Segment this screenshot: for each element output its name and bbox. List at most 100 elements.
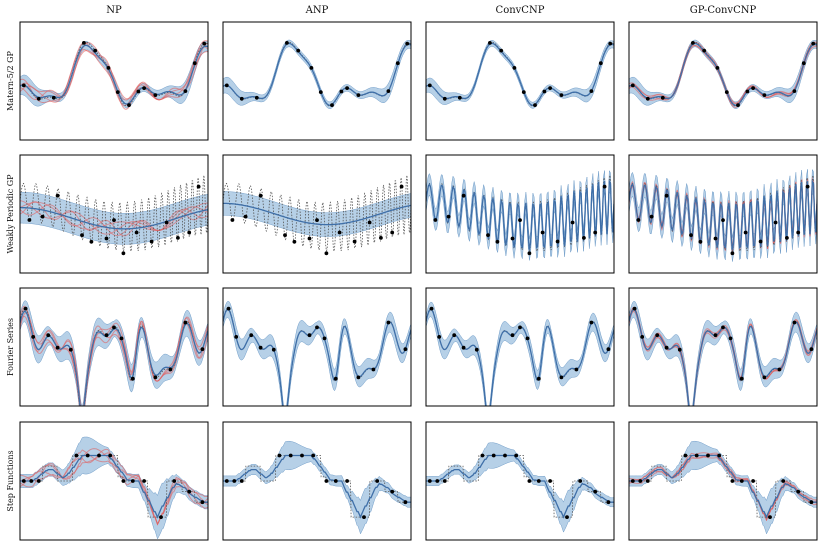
ground-truth [20,455,208,518]
context-point [375,479,380,483]
context-point [435,479,440,483]
predictive-band [223,301,411,406]
context-point [638,479,643,483]
context-point [510,333,515,338]
context-point [121,251,126,256]
context-point [277,453,282,458]
panel-r1-c2 [222,21,412,141]
context-point [743,230,748,235]
context-point [322,336,327,341]
context-point [23,306,28,311]
context-point [442,96,447,101]
ground-truth [223,455,411,518]
context-point [142,86,147,90]
context-point [80,233,84,238]
context-point [390,489,395,494]
panel-r2-c2 [222,154,412,274]
context-point [630,479,635,483]
context-point [134,230,139,235]
predictive-mean [223,202,411,226]
context-point [200,500,205,505]
context-point [46,333,51,338]
panel-r1-c3 [425,21,615,141]
context-point [324,251,329,256]
context-point [405,41,410,46]
context-point [36,96,41,101]
context-point [93,48,98,53]
context-point [593,489,598,494]
context-point [589,320,594,325]
predictive-mean [20,44,208,105]
context-point [29,479,34,483]
context-point [491,453,496,458]
predictive-mean [20,454,208,519]
context-point [785,236,789,240]
context-point [461,345,466,350]
context-point [527,479,532,483]
context-point [702,48,707,53]
context-point [602,184,607,189]
context-point [89,239,94,244]
context-point [108,453,113,458]
context-point [337,230,342,235]
context-point [315,325,319,330]
context-point [187,489,192,494]
posterior-sample [20,40,208,101]
panel-frame [222,421,412,541]
panel-r4-c4 [628,421,818,541]
predictive-band [20,436,208,540]
context-point [31,335,36,339]
context-point [429,306,434,311]
ground-truth [426,455,614,518]
context-point [21,479,26,483]
context-point [159,515,163,519]
panel-r3-c3 [425,287,615,407]
context-point [694,453,699,458]
posterior-sample [629,452,817,522]
context-point [112,218,116,223]
context-point [149,239,154,244]
context-point [224,479,229,483]
panel-r4-c3 [425,421,615,541]
panel-frame [19,21,209,141]
ground-truth [20,175,208,252]
panel-frame [19,154,209,274]
predictive-mean [629,454,817,519]
context-point [288,453,293,458]
context-point [51,95,56,100]
predictive-band [426,169,614,261]
context-point [728,336,733,341]
context-point [121,479,126,483]
context-point [683,453,688,458]
context-point [559,93,564,97]
context-point [689,418,693,422]
context-point [386,320,391,325]
panel-r3-c1 [19,287,209,407]
context-point [527,251,532,256]
predictive-mean [426,179,614,250]
panel-frame [628,154,818,274]
context-point [565,515,569,519]
context-point [495,239,500,244]
context-point [232,479,237,483]
context-point [488,41,492,45]
row-label-4: Step Functions [6,450,15,511]
context-point [333,479,338,483]
context-point [362,515,366,519]
predictive-mean [223,454,411,519]
context-point [762,93,767,97]
context-point [645,479,650,483]
context-point [677,347,682,352]
context-point [608,41,613,46]
posterior-sample [20,204,208,236]
panel-r4-c2 [222,421,412,541]
context-point [153,93,158,97]
column-title-3: ConvCNP [496,5,545,16]
context-point [724,90,729,94]
predictive-mean [629,42,817,106]
posterior-sample [20,42,208,107]
context-point [82,41,86,45]
context-point [499,48,504,53]
context-point [339,89,344,94]
panel-r1-c4 [628,21,818,141]
